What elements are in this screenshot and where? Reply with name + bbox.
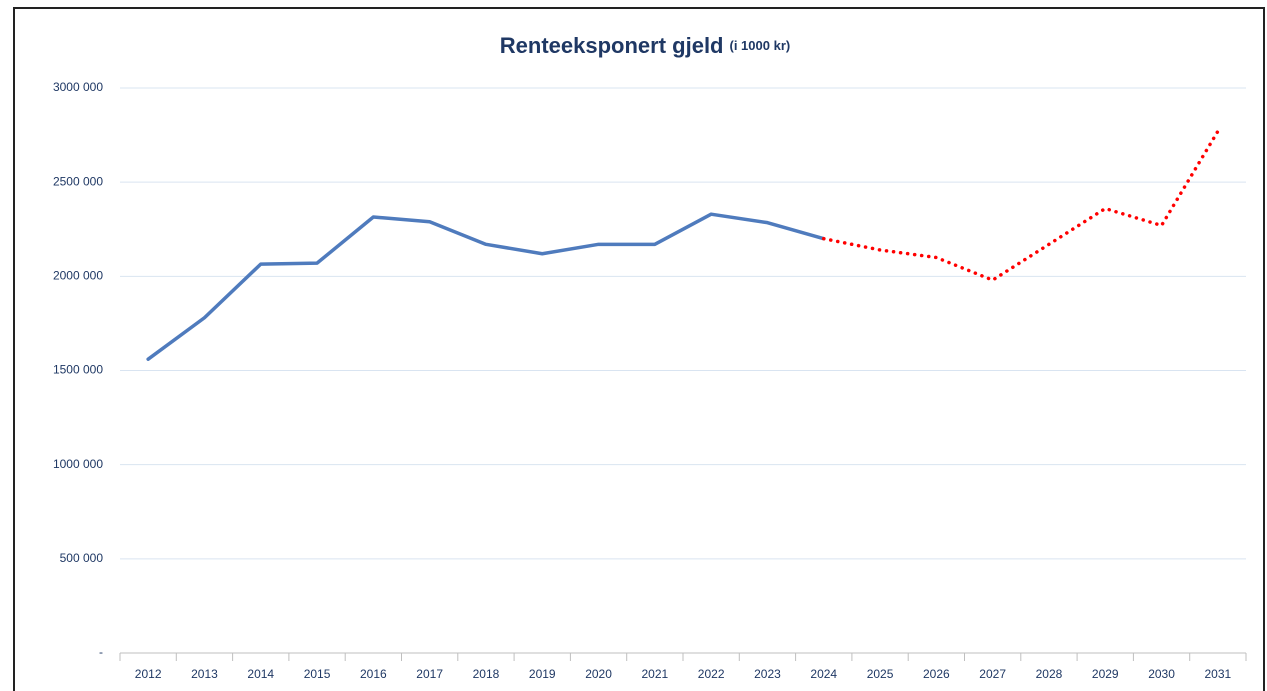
x-tick-label: 2028 [1036,667,1063,681]
x-tick-label: 2019 [529,667,556,681]
y-tick-label: 3000 000 [53,80,103,94]
x-tick-label: 2012 [135,667,162,681]
series-line [146,212,826,361]
y-tick-label: - [99,645,103,659]
x-tick-label: 2023 [754,667,781,681]
chart-title: Renteeksponert gjeld [500,33,724,58]
x-tick-label: 2031 [1204,667,1231,681]
y-tick-label: 500 000 [60,551,104,565]
x-tick-label: 2013 [191,667,218,681]
x-tick-label: 2025 [867,667,894,681]
x-tick-label: 2017 [416,667,443,681]
x-tick-label: 2029 [1092,667,1119,681]
y-tick-label: 2000 000 [53,269,103,283]
chart-frame [13,7,1265,691]
y-tick-label: 1000 000 [53,457,103,471]
x-tick-label: 2024 [810,667,837,681]
x-tick-label: 2022 [698,667,725,681]
x-tick-label: 2018 [473,667,500,681]
x-tick-label: 2026 [923,667,950,681]
x-tick-label: 2016 [360,667,387,681]
chart-subtitle: (i 1000 kr) [730,38,791,53]
x-tick-label: 2020 [585,667,612,681]
x-tick-label: 2027 [979,667,1006,681]
chart-heading: Renteeksponert gjeld (i 1000 kr) [500,33,790,58]
x-tick-label: 2015 [304,667,331,681]
x-tick-label: 2030 [1148,667,1175,681]
x-tick-label: 2021 [641,667,668,681]
y-tick-label: 1500 000 [53,363,103,377]
y-tick-label: 2500 000 [53,174,103,188]
x-tick-label: 2014 [247,667,274,681]
